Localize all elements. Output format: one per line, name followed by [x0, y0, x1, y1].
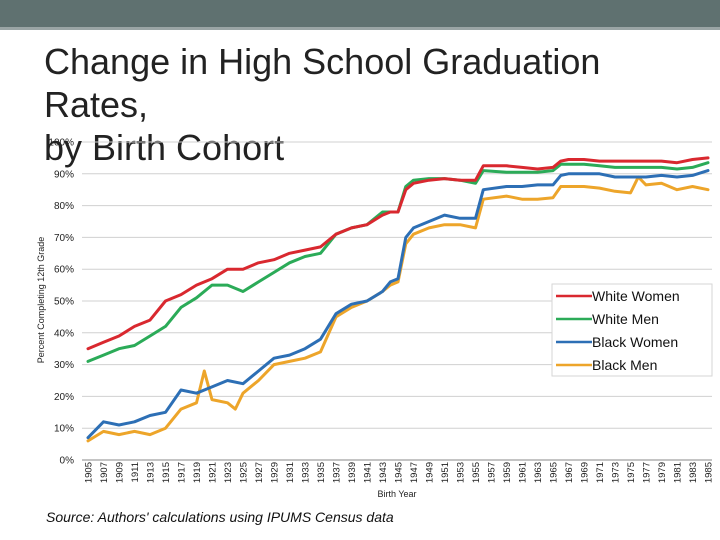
x-tick-label: 1923	[223, 462, 234, 483]
x-tick-label: 1925	[239, 462, 250, 483]
x-tick-label: 1983	[688, 462, 699, 483]
x-tick-label: 1979	[657, 462, 668, 483]
y-axis-title: Percent Completing 12th Grade	[36, 237, 46, 364]
x-tick-label: 1975	[626, 462, 637, 483]
x-tick-label: 1977	[642, 462, 653, 483]
x-tick-label: 1955	[471, 462, 482, 483]
x-tick-label: 1967	[564, 462, 575, 483]
x-tick-label: 1947	[409, 462, 420, 483]
x-tick-label: 1945	[394, 462, 405, 483]
legend-label: White Women	[592, 288, 680, 304]
slide-title: Change in High School Graduation Rates, …	[44, 40, 704, 169]
x-tick-label: 1971	[595, 462, 606, 483]
title-line-2: by Birth Cohort	[44, 127, 285, 168]
x-tick-label: 1905	[84, 462, 95, 483]
x-tick-label: 1965	[549, 462, 560, 483]
legend: White Women White Men Black Women Black Men	[551, 283, 713, 377]
x-tick-label: 1939	[347, 462, 358, 483]
x-tick-label: 1915	[161, 462, 172, 483]
x-axis-title: Birth Year	[377, 489, 416, 499]
y-tick-label: 30%	[54, 360, 74, 371]
y-tick-label: 10%	[54, 424, 74, 435]
y-tick-label: 20%	[54, 392, 74, 403]
x-tick-label: 1943	[378, 462, 389, 483]
x-tick-label: 1913	[146, 462, 157, 483]
x-tick-label: 1931	[285, 462, 296, 483]
slide-top-bar	[0, 0, 720, 30]
top-bar-edge	[0, 27, 720, 30]
x-tick-label: 1937	[332, 462, 343, 483]
x-tick-label: 1933	[301, 462, 312, 483]
title-line-1: Change in High School Graduation Rates,	[44, 41, 601, 125]
x-tick-label: 1957	[487, 462, 498, 483]
x-tick-label: 1921	[208, 462, 219, 483]
series-line-black-men	[86, 175, 710, 443]
x-tick-label: 1909	[115, 462, 126, 483]
top-bar-band	[0, 0, 720, 27]
y-tick-labels: 0% 10% 20% 30% 40% 50% 60% 70% 80% 90% 100%	[48, 138, 74, 467]
x-tick-label: 1969	[580, 462, 591, 483]
legend-label: Black Women	[592, 334, 678, 350]
x-tick-label: 1963	[533, 462, 544, 483]
x-tick-label: 1985	[704, 462, 715, 483]
x-tick-labels: 1905 1907 1909 1911 1913 1915 1917 1919 1921 1923…	[84, 462, 715, 483]
x-tick-label: 1929	[270, 462, 281, 483]
series-lines	[86, 156, 710, 443]
x-tick-label: 1935	[316, 462, 327, 483]
x-tick-label: 1961	[518, 462, 529, 483]
x-tick-label: 1919	[192, 462, 203, 483]
y-tick-label: 100%	[48, 138, 74, 149]
legend-label: White Men	[592, 311, 659, 327]
source-note: Source: Authors' calculations using IPUM…	[46, 509, 394, 525]
y-tick-label: 80%	[54, 201, 74, 212]
series-line-black-women	[86, 169, 710, 440]
y-tick-label: 50%	[54, 297, 74, 308]
x-tick-label: 1911	[130, 462, 141, 482]
legend-label: Black Men	[592, 357, 657, 373]
y-tick-label: 0%	[60, 456, 75, 467]
x-tick-label: 1951	[440, 462, 451, 483]
x-tick-label: 1953	[456, 462, 467, 483]
y-tick-label: 60%	[54, 265, 74, 276]
x-tick-label: 1981	[673, 462, 684, 483]
y-tick-label: 70%	[54, 233, 74, 244]
x-tick-label: 1917	[177, 462, 188, 483]
x-tick-label: 1907	[99, 462, 110, 483]
x-tick-label: 1941	[363, 462, 374, 483]
x-tick-label: 1949	[425, 462, 436, 483]
x-tick-label: 1959	[502, 462, 513, 483]
series-line-white-women	[86, 156, 710, 351]
x-tick-label: 1973	[611, 462, 622, 483]
legend-box	[551, 283, 713, 377]
y-tick-label: 40%	[54, 328, 74, 339]
x-tick-label: 1927	[254, 462, 265, 483]
y-tick-label: 90%	[54, 169, 74, 180]
